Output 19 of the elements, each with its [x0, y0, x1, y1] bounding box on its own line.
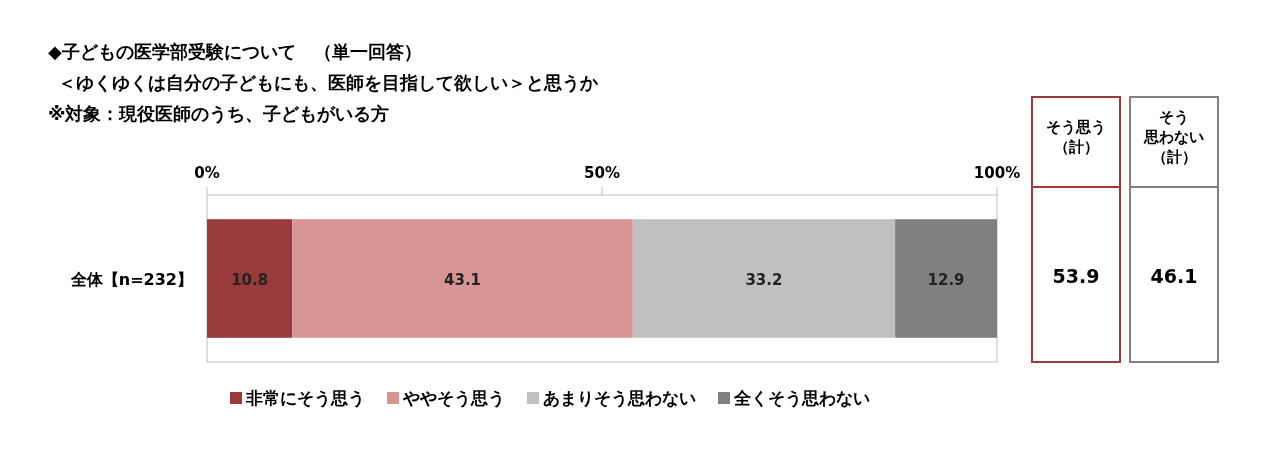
chart-title: ◆子どもの医学部受験について （単一回答） [48, 41, 422, 62]
x-tick-label: 0% [194, 164, 220, 182]
x-tick-label: 50% [584, 164, 620, 182]
bar [632, 219, 896, 338]
chart-subtitle: ＜ゆくゆくは自分の子どもにも、医師を目指して欲しい＞と思うか [58, 72, 599, 93]
legend-label: 全くそう思わない [733, 388, 870, 408]
data-label: 43.1 [444, 270, 482, 289]
legend-label: ややそう思う [402, 388, 505, 408]
bar [895, 219, 997, 338]
data-label: 12.9 [927, 270, 965, 289]
legend-label: 非常にそう思う [245, 388, 365, 408]
x-tick-label: 100% [973, 164, 1021, 182]
text: ※対象：現役医師のうち、子どもがいる方 [48, 103, 390, 124]
y-tick-label: 全体【n=232】 [69, 269, 193, 289]
legend-label: あまりそう思わない [543, 388, 696, 408]
data-label: 33.2 [745, 270, 783, 289]
data-label: 10.8 [231, 270, 269, 289]
bar [292, 219, 633, 338]
bar [207, 219, 293, 338]
